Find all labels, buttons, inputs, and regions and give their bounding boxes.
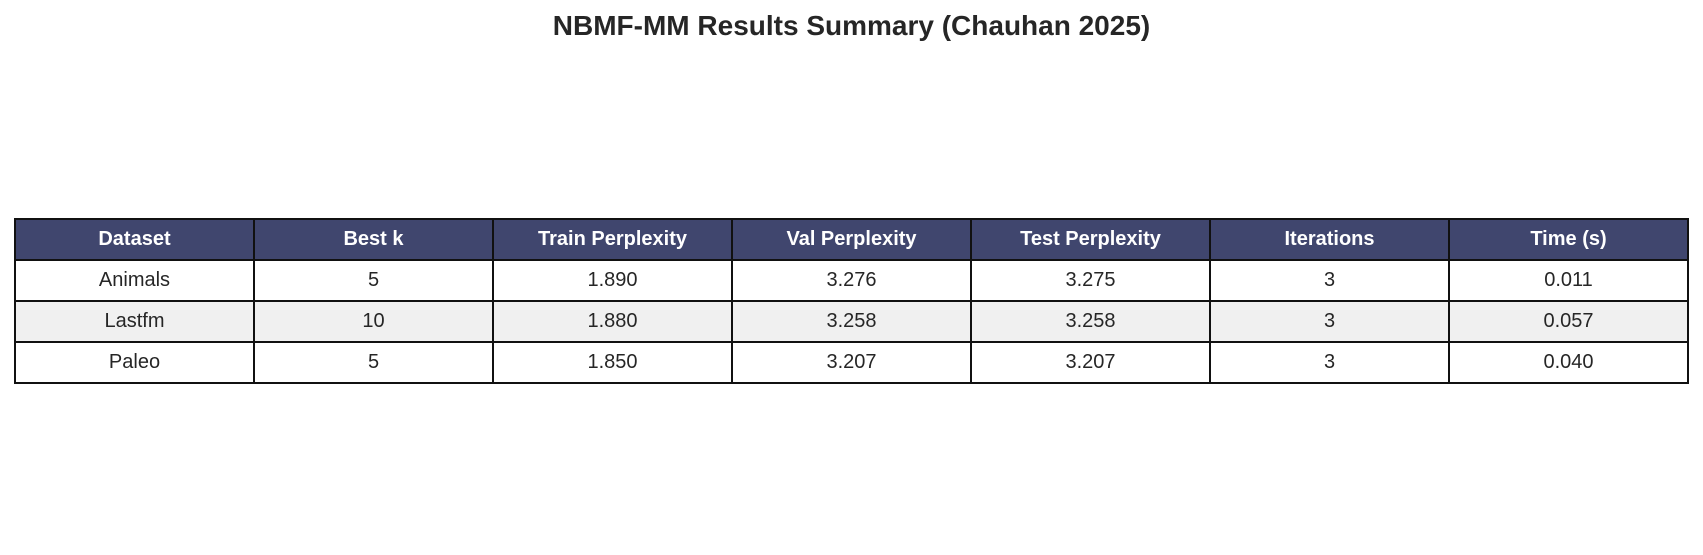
- table-row: Animals 5 1.890 3.276 3.275 3 0.011: [14, 259, 1689, 302]
- table-row: Paleo 5 1.850 3.207 3.207 3 0.040: [14, 341, 1689, 384]
- table-row: Lastfm 10 1.880 3.258 3.258 3 0.057: [14, 300, 1689, 343]
- column-header-dataset: Dataset: [14, 218, 255, 261]
- table-cell: Lastfm: [14, 300, 255, 343]
- column-header-best-k: Best k: [253, 218, 494, 261]
- table-cell: 0.057: [1448, 300, 1689, 343]
- table-cell: 3.276: [731, 259, 972, 302]
- table-cell: 3.207: [731, 341, 972, 384]
- table-cell: 3.275: [970, 259, 1211, 302]
- column-header-iterations: Iterations: [1209, 218, 1450, 261]
- table-cell: 1.890: [492, 259, 733, 302]
- table-cell: 3: [1209, 341, 1450, 384]
- table-cell: 5: [253, 341, 494, 384]
- table-cell: 0.011: [1448, 259, 1689, 302]
- table-cell: Paleo: [14, 341, 255, 384]
- table-cell: Animals: [14, 259, 255, 302]
- table-cell: 3.207: [970, 341, 1211, 384]
- table-cell: 3.258: [731, 300, 972, 343]
- column-header-val-perplexity: Val Perplexity: [731, 218, 972, 261]
- results-table: Dataset Best k Train Perplexity Val Perp…: [14, 218, 1689, 384]
- table-cell: 10: [253, 300, 494, 343]
- table-cell: 1.850: [492, 341, 733, 384]
- table-cell: 5: [253, 259, 494, 302]
- table-cell: 3: [1209, 300, 1450, 343]
- table-cell: 3.258: [970, 300, 1211, 343]
- chart-title: NBMF-MM Results Summary (Chauhan 2025): [552, 10, 1151, 41]
- table-cell: 0.040: [1448, 341, 1689, 384]
- column-header-time: Time (s): [1448, 218, 1689, 261]
- table-cell: 1.880: [492, 300, 733, 343]
- table-cell: 3: [1209, 259, 1450, 302]
- table-header-row: Dataset Best k Train Perplexity Val Perp…: [14, 218, 1689, 261]
- column-header-test-perplexity: Test Perplexity: [970, 218, 1211, 261]
- column-header-train-perplexity: Train Perplexity: [492, 218, 733, 261]
